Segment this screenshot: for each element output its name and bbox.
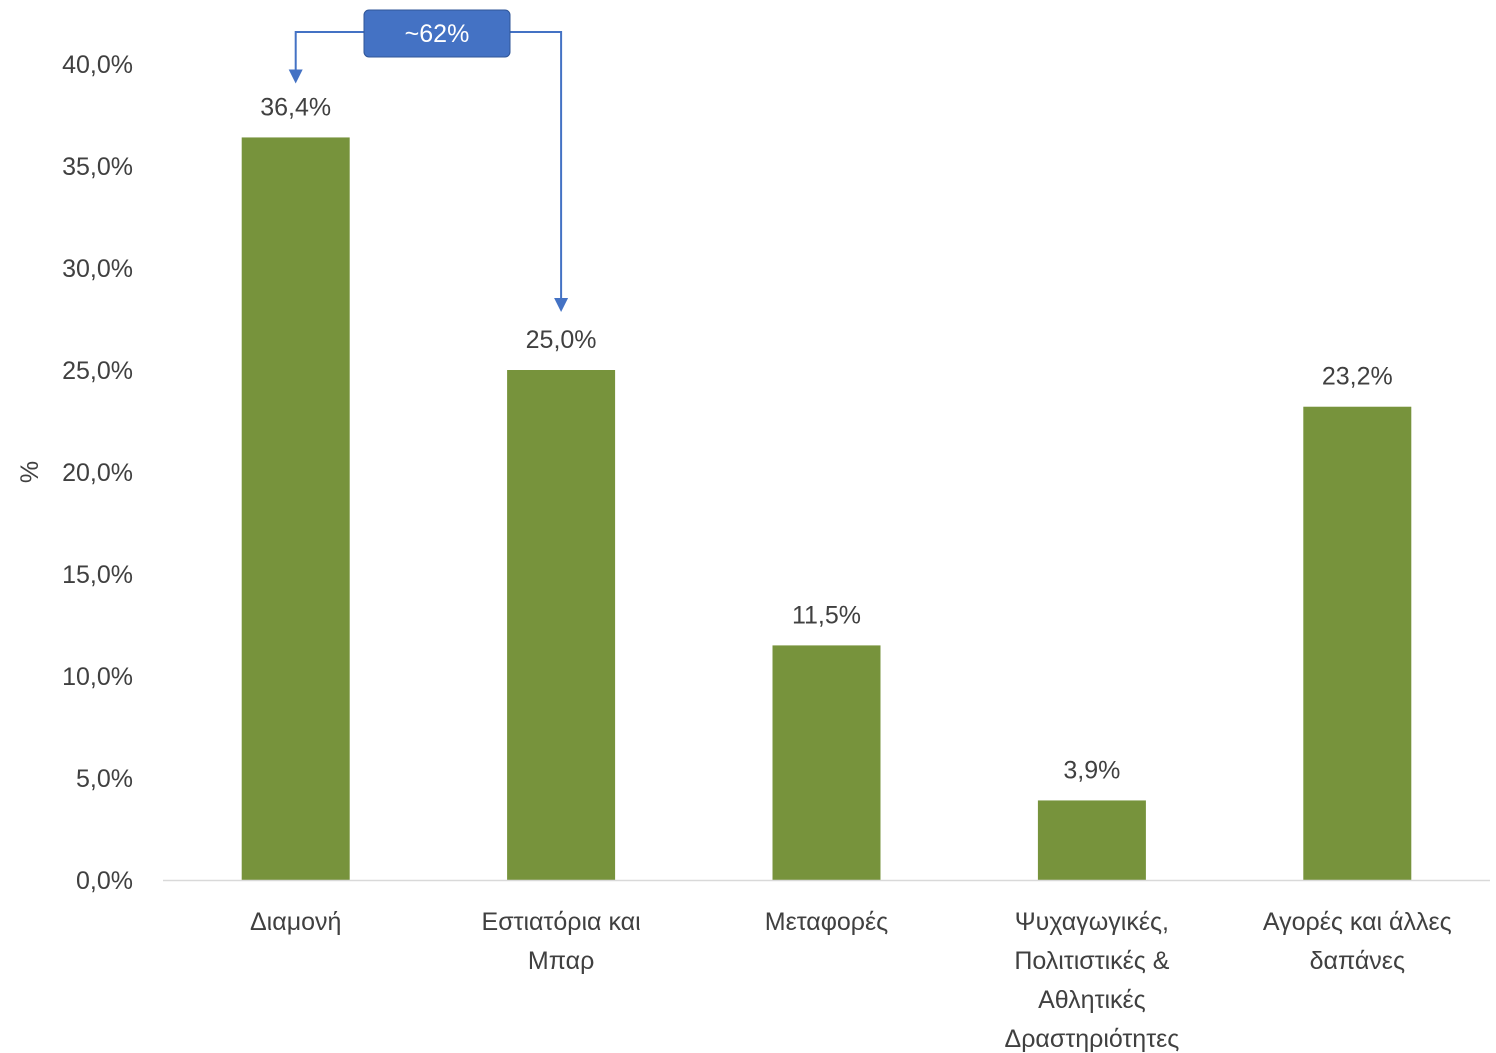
y-axis-label: % bbox=[16, 461, 44, 483]
y-tick-label: 5,0% bbox=[76, 765, 133, 793]
data-label: 36,4% bbox=[260, 93, 331, 121]
y-tick-label: 25,0% bbox=[62, 357, 133, 385]
y-tick-label: 10,0% bbox=[62, 663, 133, 691]
y-tick-label: 0,0% bbox=[76, 867, 133, 895]
x-category-label: Διαμονή bbox=[250, 908, 341, 936]
y-axis: 0,0% 5,0% 10,0% 15,0% 20,0% 25,0% 30,0% 35,0% 40… bbox=[16, 51, 133, 895]
x-axis: Διαμονή Εστιατόρια και Μπαρ Μεταφορές Ψυχαγω… bbox=[163, 879, 1490, 1053]
y-tick-label: 15,0% bbox=[62, 561, 133, 589]
x-category-label: Αγορές και άλλες δαπάνες bbox=[1263, 908, 1452, 975]
annotation-right-connector bbox=[510, 31, 563, 300]
bar bbox=[507, 370, 616, 880]
data-label: 11,5% bbox=[792, 601, 861, 629]
arrowhead-icon bbox=[288, 69, 303, 84]
x-category-label: Ψυχαγωγικές, Πολιτιστικές & Αθλητικές Δραστ… bbox=[1005, 908, 1180, 1053]
arrowhead-icon bbox=[554, 298, 569, 312]
bars: 36,4% 25,0% 11,5% 3,9% 23,2% bbox=[241, 93, 1412, 880]
bar bbox=[241, 137, 350, 880]
annotation-label: ~62% bbox=[405, 20, 470, 48]
y-tick-label: 20,0% bbox=[62, 459, 133, 487]
bar bbox=[1303, 406, 1412, 880]
y-tick-label: 35,0% bbox=[62, 153, 133, 181]
y-tick-label: 30,0% bbox=[62, 255, 133, 283]
data-label: 3,9% bbox=[1063, 756, 1120, 784]
data-label: 23,2% bbox=[1322, 363, 1393, 391]
annotation-box bbox=[363, 9, 511, 58]
annotation-callout: ~62% bbox=[288, 9, 569, 312]
x-category-label: Εστιατόρια και Μπαρ bbox=[482, 908, 641, 975]
bar bbox=[772, 645, 881, 880]
annotation-left-connector bbox=[294, 31, 364, 72]
bar bbox=[1037, 800, 1146, 880]
x-category-label: Μεταφορές bbox=[765, 908, 888, 936]
y-tick-label: 40,0% bbox=[62, 51, 133, 79]
data-label: 25,0% bbox=[526, 326, 597, 354]
